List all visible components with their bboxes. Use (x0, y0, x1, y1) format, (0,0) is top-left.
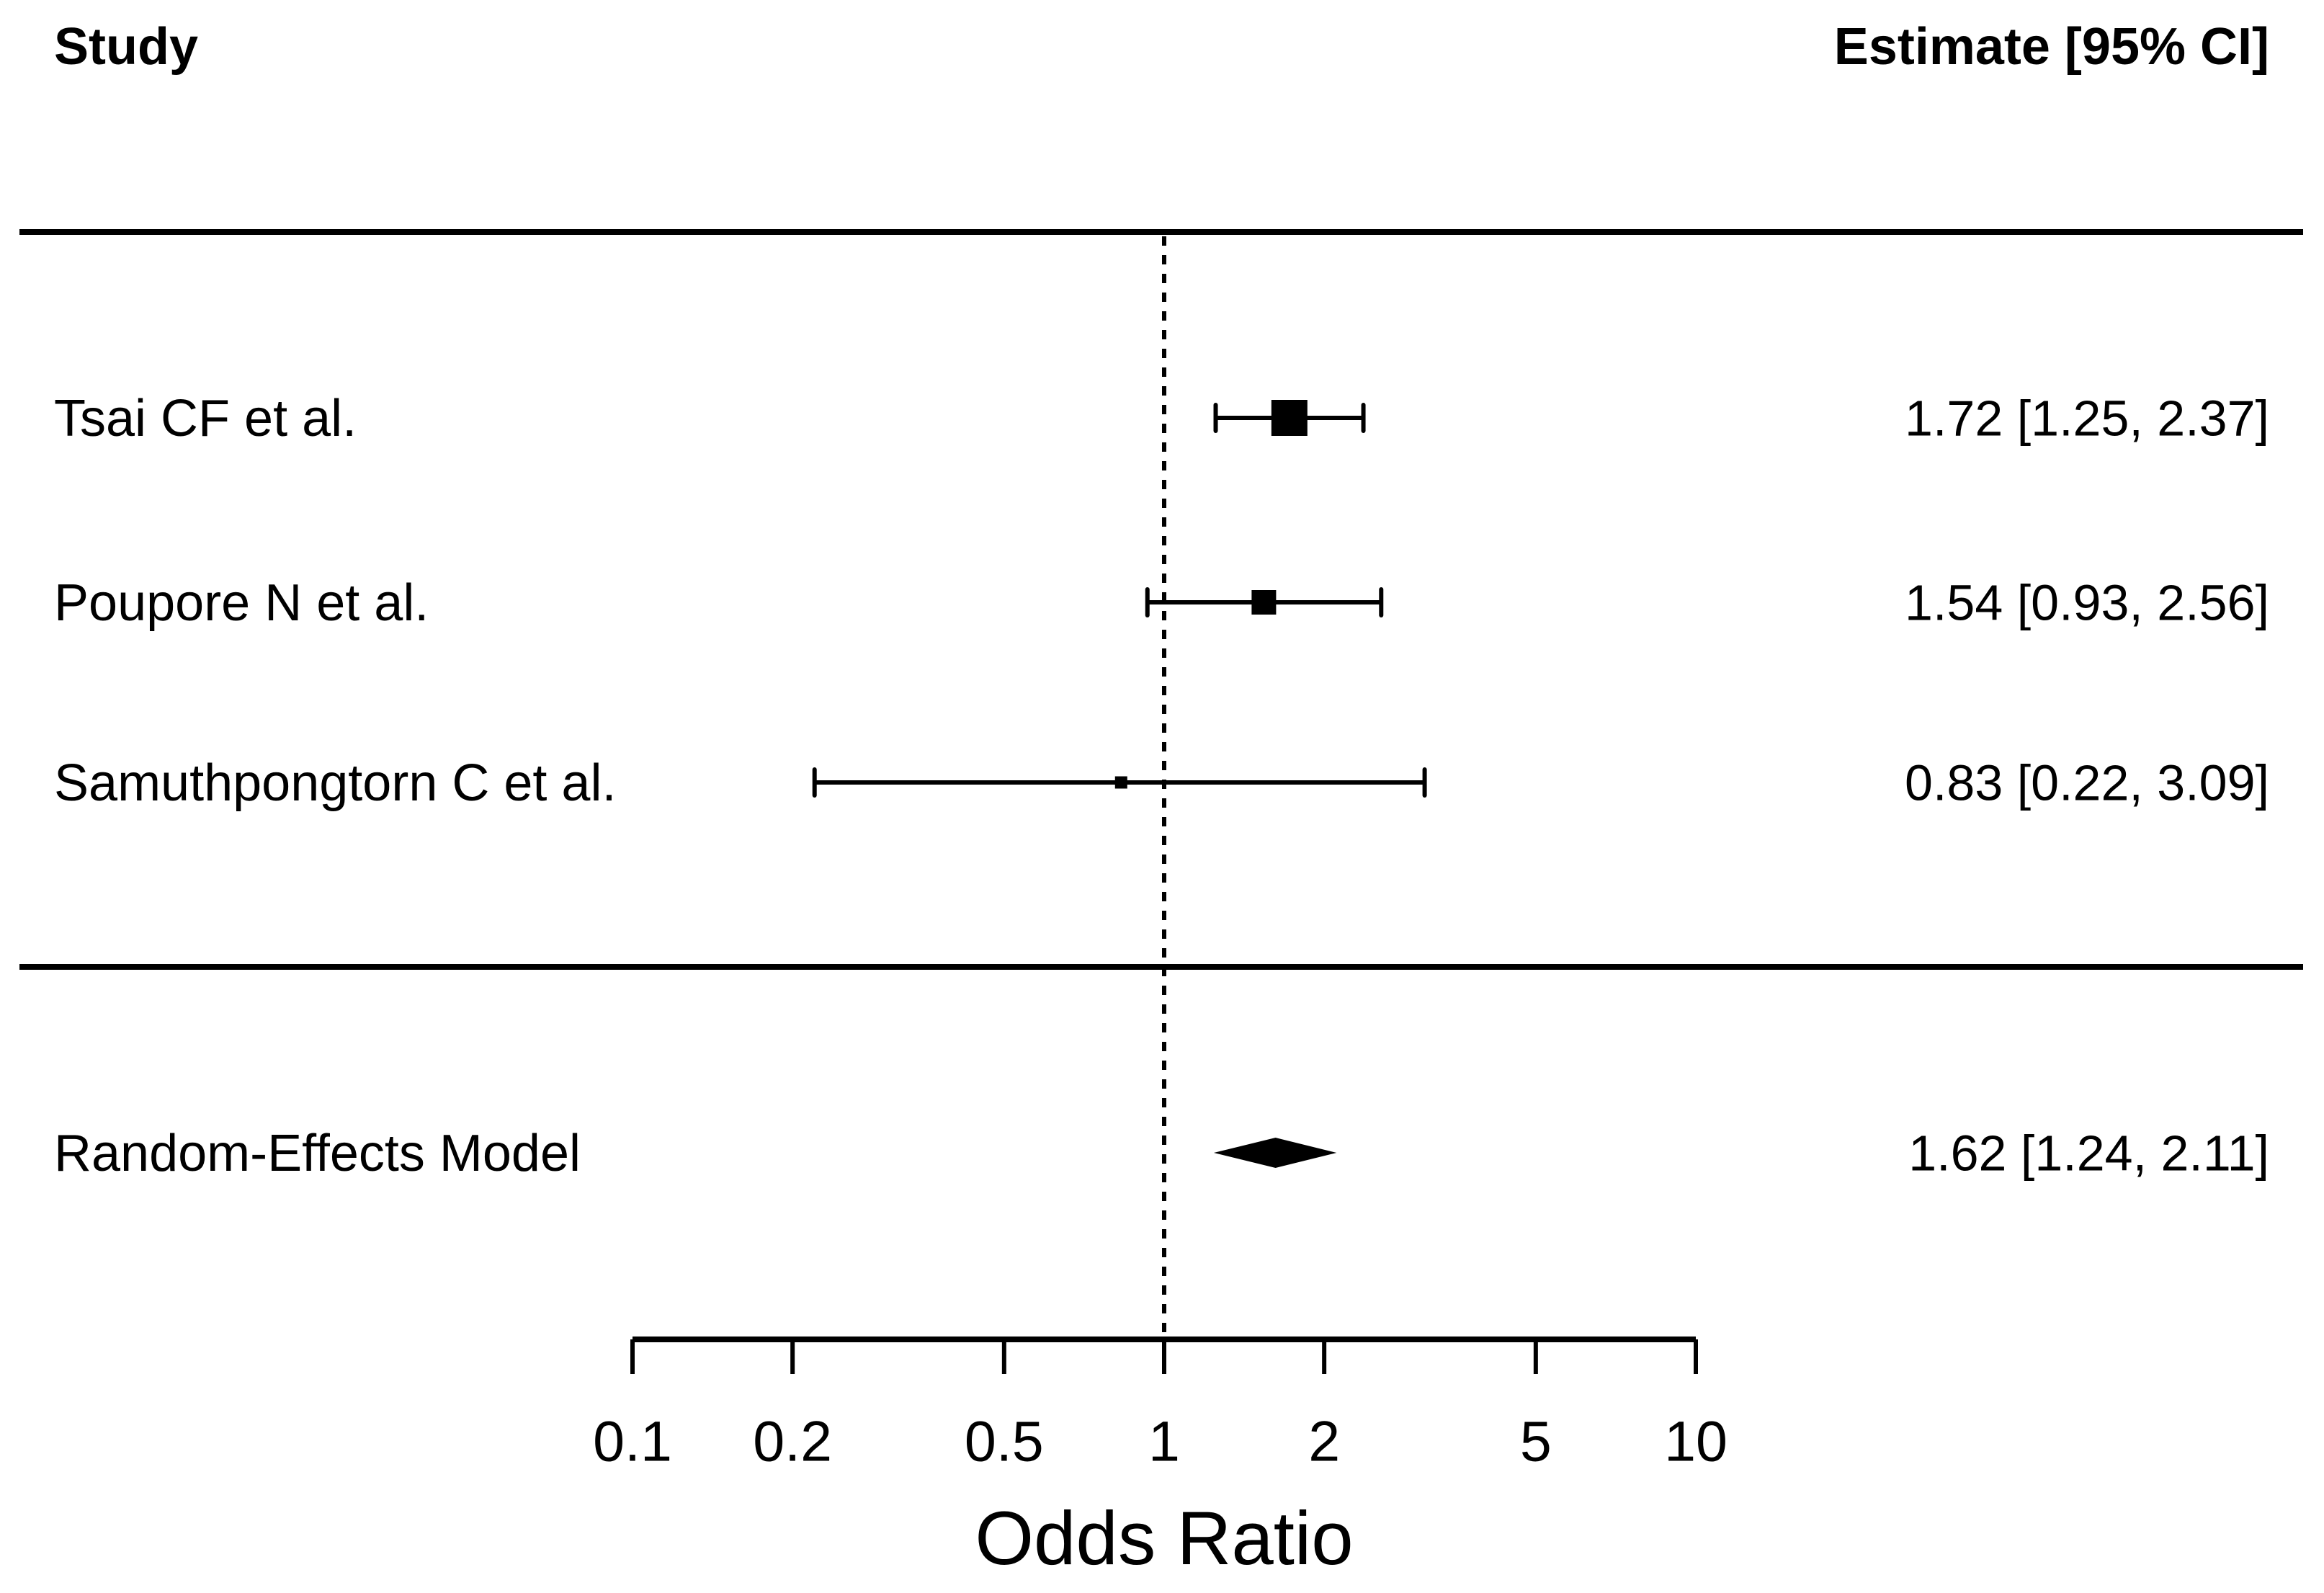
summary-diamond (1213, 1138, 1337, 1168)
estimate-annotation: 1.72 [1.25, 2.37] (1905, 391, 2269, 447)
x-axis-tick-label: 0.1 (593, 1409, 672, 1473)
point-estimate-square (1251, 590, 1277, 615)
point-estimate-square (1271, 400, 1308, 436)
x-axis-title: Odds Ratio (975, 1496, 1353, 1581)
estimate-annotation: 1.54 [0.93, 2.56] (1905, 575, 2269, 631)
estimate-annotation: 0.83 [0.22, 3.09] (1905, 755, 2269, 811)
x-axis-tick-label: 10 (1664, 1409, 1728, 1473)
x-axis-tick-label: 0.5 (965, 1409, 1044, 1473)
x-axis-tick-label: 0.2 (753, 1409, 832, 1473)
study-label: Samuthpongtorn C et al. (54, 754, 616, 812)
x-axis-tick-label: 5 (1520, 1409, 1552, 1473)
estimate-column-header: Estimate [95% CI] (1834, 18, 2269, 76)
plot-content: 0.1 0.2 0.5 1 2 5 10 Tsai CF et al. 1.72 [1.25, … (19, 229, 2303, 1473)
study-column-header: Study (54, 18, 198, 76)
summary-label: Random-Effects Model (54, 1125, 581, 1182)
point-estimate-square (1114, 776, 1127, 789)
study-label: Poupore N et al. (54, 574, 429, 632)
summary-estimate-annotation: 1.62 [1.24, 2.11] (1908, 1125, 2269, 1182)
study-label: Tsai CF et al. (54, 390, 357, 447)
x-axis-tick-label: 1 (1148, 1409, 1180, 1473)
x-axis-tick-label: 2 (1308, 1409, 1340, 1473)
